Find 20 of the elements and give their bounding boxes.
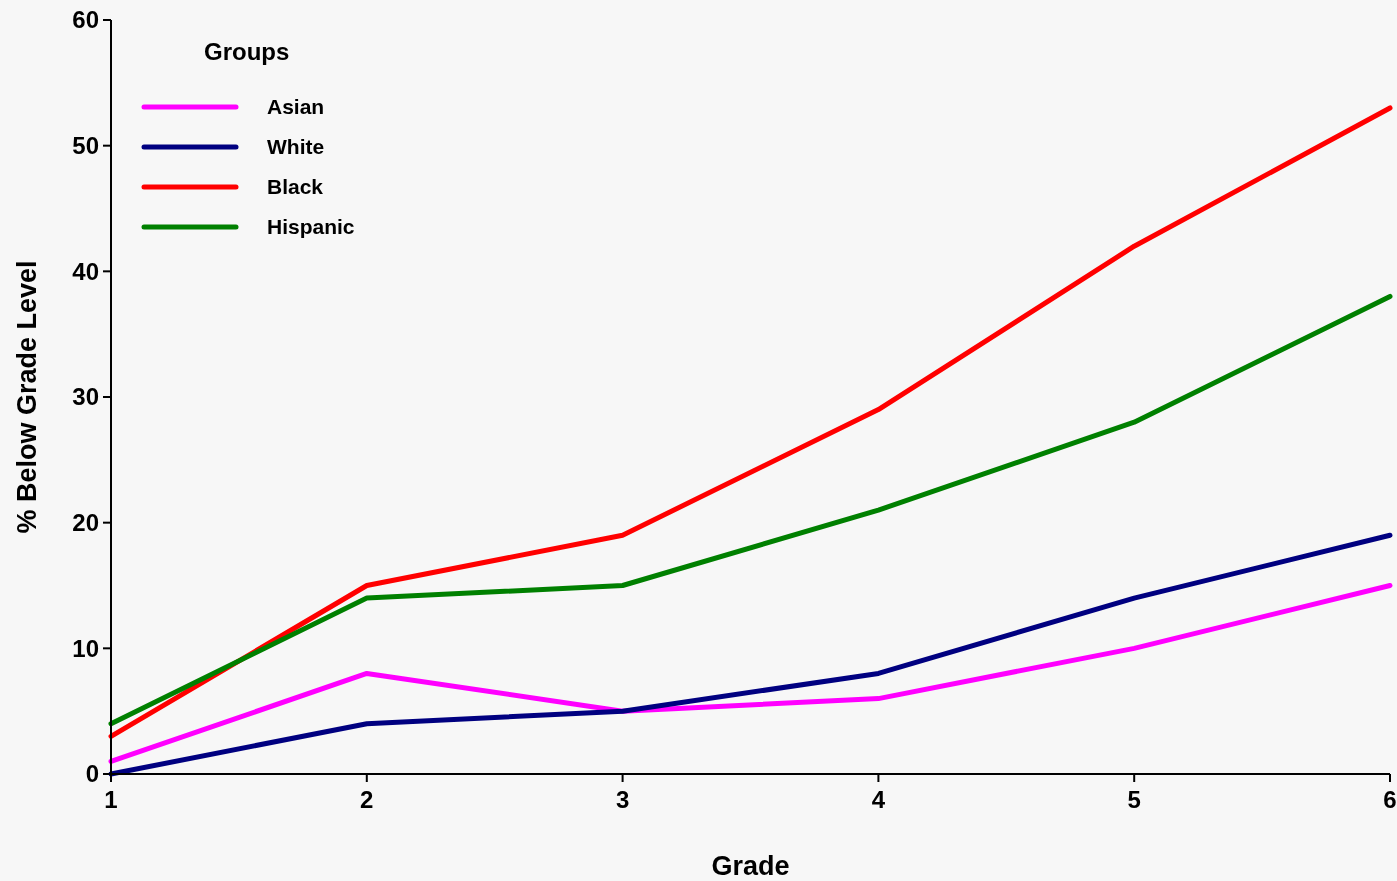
y-axis-title: % Below Grade Level — [12, 260, 42, 534]
y-tick-label: 40 — [72, 257, 99, 285]
x-tick-label: 1 — [104, 786, 118, 813]
x-tick-label: 3 — [615, 786, 630, 813]
x-tick-label: 5 — [1127, 786, 1141, 813]
legend-label: White — [267, 135, 325, 159]
x-tick-label: 4 — [871, 786, 886, 813]
legend-title: Groups — [204, 38, 290, 65]
legend-label: Black — [267, 175, 324, 199]
y-tick-label: 30 — [72, 383, 99, 411]
y-tick-label: 10 — [72, 634, 99, 662]
x-axis-title: Grade — [711, 851, 790, 881]
legend-label: Asian — [267, 95, 325, 119]
y-tick-label: 50 — [72, 132, 99, 160]
legend-label: Hispanic — [267, 215, 355, 239]
y-tick-label: 60 — [72, 6, 99, 34]
y-tick-label: 0 — [85, 760, 99, 788]
y-tick-label: 20 — [72, 509, 99, 537]
x-tick-label: 6 — [1383, 786, 1397, 813]
x-tick-label: 2 — [360, 786, 374, 813]
